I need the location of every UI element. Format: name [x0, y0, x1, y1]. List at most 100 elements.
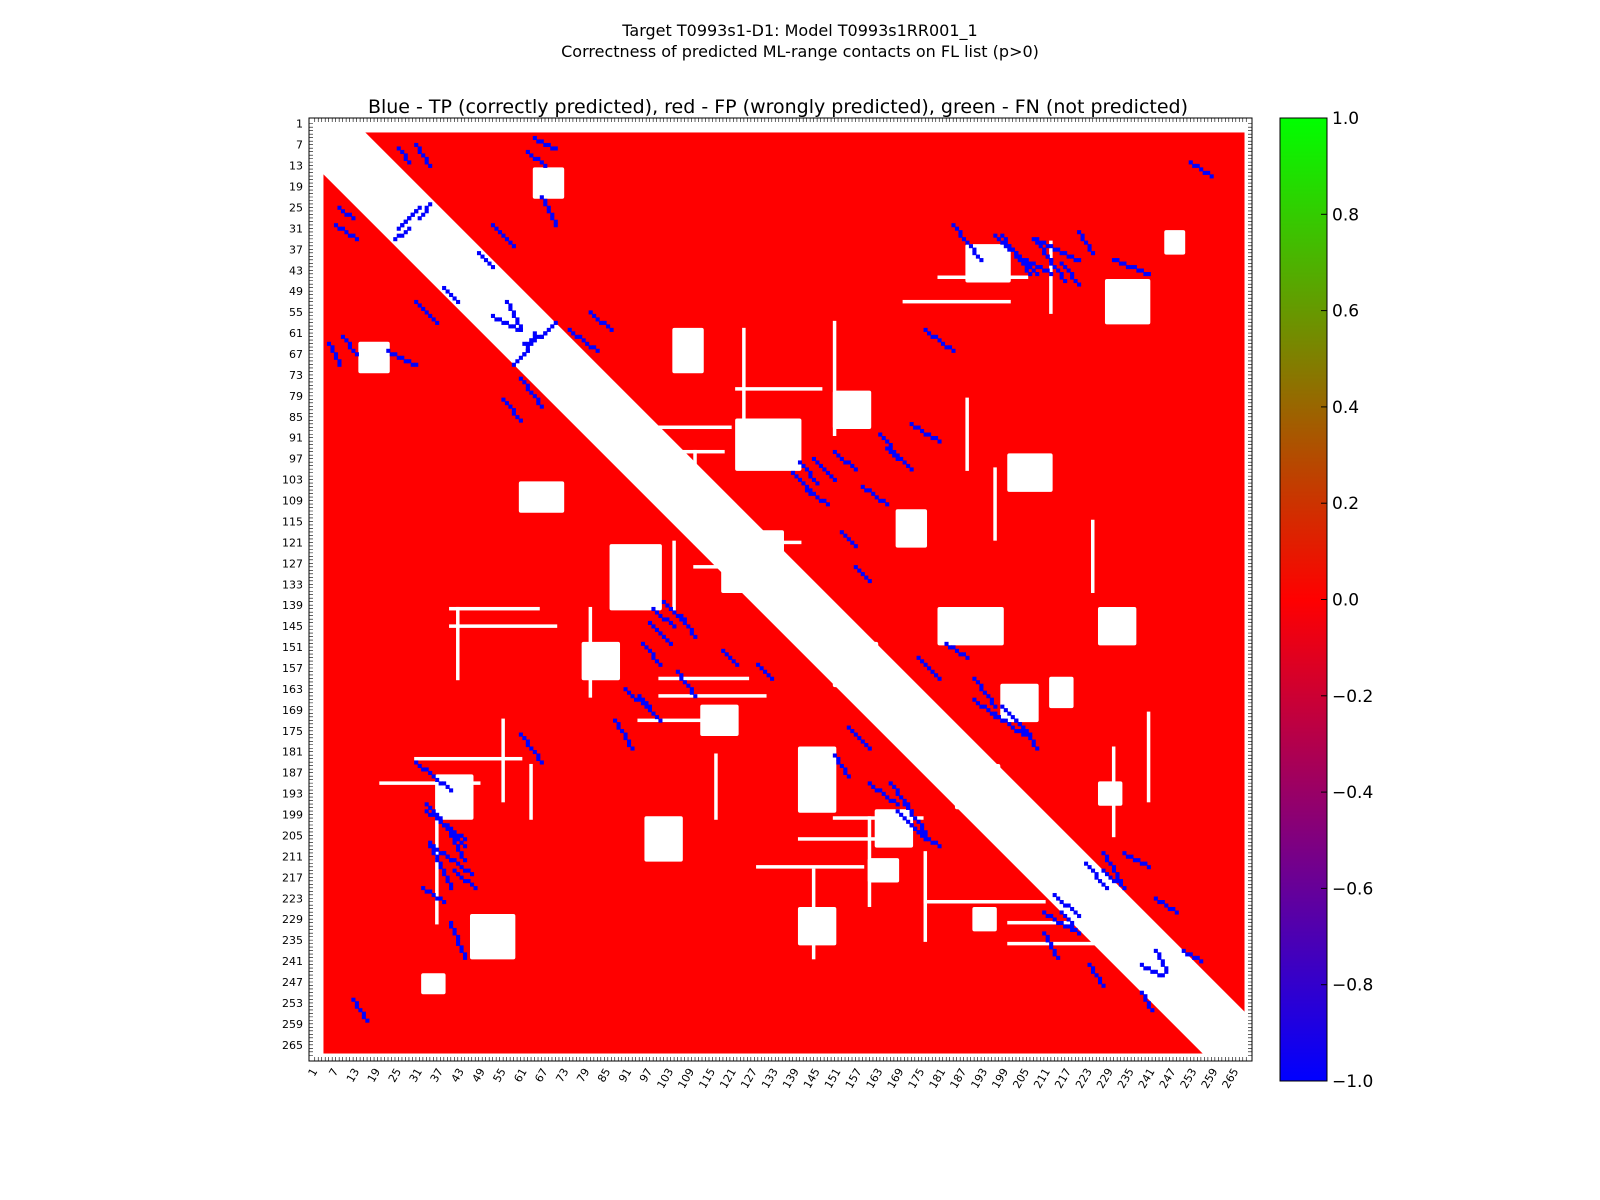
unpredicted-line: [644, 449, 725, 454]
tp-contact: [351, 997, 356, 1002]
tp-contact: [1104, 858, 1110, 863]
tp-contact: [797, 477, 803, 482]
tp-contact: [675, 669, 680, 674]
tp-contact: [1049, 244, 1054, 249]
tp-contact: [414, 760, 419, 765]
tp-contact: [431, 809, 436, 814]
tp-contact: [358, 1008, 363, 1013]
tp-contact: [843, 767, 848, 772]
tp-contact: [923, 432, 928, 437]
tp-contact: [996, 715, 1001, 720]
tp-contact: [1070, 254, 1075, 259]
tp-contact: [456, 847, 461, 852]
tp-contact: [518, 376, 523, 381]
tp-contact: [839, 456, 844, 462]
tp-contact: [1007, 722, 1012, 727]
tp-contact: [1049, 261, 1054, 266]
tp-contact: [885, 439, 890, 444]
y-tick-label: 253: [282, 997, 303, 1010]
x-tick-label: 139: [780, 1066, 802, 1091]
tp-contact: [892, 449, 897, 455]
tp-contact: [504, 401, 509, 406]
tp-contact: [640, 641, 646, 646]
unpredicted-region: [532, 167, 565, 199]
tp-contact: [351, 348, 356, 353]
y-tick-label: 109: [282, 495, 303, 508]
unpredicted-line: [529, 763, 533, 820]
tp-contact: [937, 844, 942, 849]
tp-contact: [456, 941, 461, 946]
tp-contact: [459, 840, 464, 845]
tp-contact: [431, 844, 436, 849]
y-axis-ticks: 1 7 13 19 25 31 37 43 49 55 61 67 73 79 85 91 97 103 109 11…: [282, 118, 303, 1052]
tp-contact: [539, 404, 544, 409]
tp-contact: [668, 620, 673, 625]
tp-contact: [1143, 966, 1148, 971]
tp-contact: [525, 743, 530, 748]
y-tick-label: 13: [289, 160, 303, 173]
tp-contact: [651, 624, 656, 629]
tp-contact: [1010, 715, 1015, 720]
tp-contact: [626, 690, 632, 695]
tp-contact: [1035, 237, 1040, 242]
tp-contact: [483, 258, 489, 263]
tp-contact: [539, 160, 544, 165]
tp-contact: [804, 484, 810, 489]
tp-contact: [986, 708, 991, 713]
tp-contact: [920, 830, 925, 835]
tp-contact: [951, 223, 956, 228]
tp-contact: [846, 725, 851, 730]
tp-contact: [1181, 948, 1186, 953]
tp-contact: [354, 352, 359, 357]
tp-contact: [623, 736, 628, 741]
tp-contact: [721, 648, 726, 653]
tp-contact: [469, 882, 475, 887]
tp-contact: [860, 739, 865, 744]
plot-border: [308, 117, 1253, 1062]
tp-contact: [424, 209, 429, 214]
tp-contact: [724, 652, 729, 657]
tp-contact: [449, 830, 454, 835]
tp-contact: [543, 163, 548, 168]
colorbar-tick-label: 0.2: [1332, 494, 1359, 514]
tp-contact: [1084, 240, 1089, 245]
tp-contact: [1031, 268, 1036, 273]
tp-contact: [951, 645, 956, 650]
tp-contact: [396, 233, 401, 238]
x-tick-label: 85: [595, 1066, 613, 1085]
unpredicted-line: [658, 694, 767, 698]
tp-contact: [473, 886, 478, 891]
tp-contact: [456, 872, 461, 877]
tp-contact: [1052, 247, 1057, 252]
tp-contact: [1073, 278, 1078, 284]
tp-contact: [414, 142, 419, 148]
tp-contact: [801, 463, 806, 468]
tp-contact: [428, 812, 433, 817]
tp-contact: [895, 802, 900, 807]
tp-contact: [1045, 244, 1050, 249]
tp-contact: [435, 812, 440, 817]
tp-contact: [424, 889, 429, 894]
tp-contact: [1003, 718, 1008, 723]
tp-contact: [811, 477, 816, 482]
tp-contact: [351, 216, 356, 221]
tp-contact: [553, 320, 558, 325]
tp-contact: [735, 662, 740, 667]
tp-contact: [763, 669, 768, 674]
tp-contact: [1024, 268, 1029, 273]
tp-contact: [892, 784, 897, 789]
tp-contact: [965, 655, 970, 660]
tp-contact: [620, 729, 625, 734]
tp-contact: [1094, 875, 1099, 880]
tp-contact: [947, 345, 953, 350]
tp-contact: [665, 638, 670, 643]
tp-contact: [888, 781, 893, 786]
tp-contact: [651, 711, 656, 716]
tp-contact: [431, 774, 436, 779]
x-tick-label: 43: [449, 1066, 467, 1085]
tp-contact: [508, 324, 513, 329]
tp-contact: [954, 226, 960, 231]
tp-contact: [923, 830, 928, 835]
y-tick-label: 115: [282, 515, 303, 528]
tp-contact: [354, 1001, 359, 1006]
